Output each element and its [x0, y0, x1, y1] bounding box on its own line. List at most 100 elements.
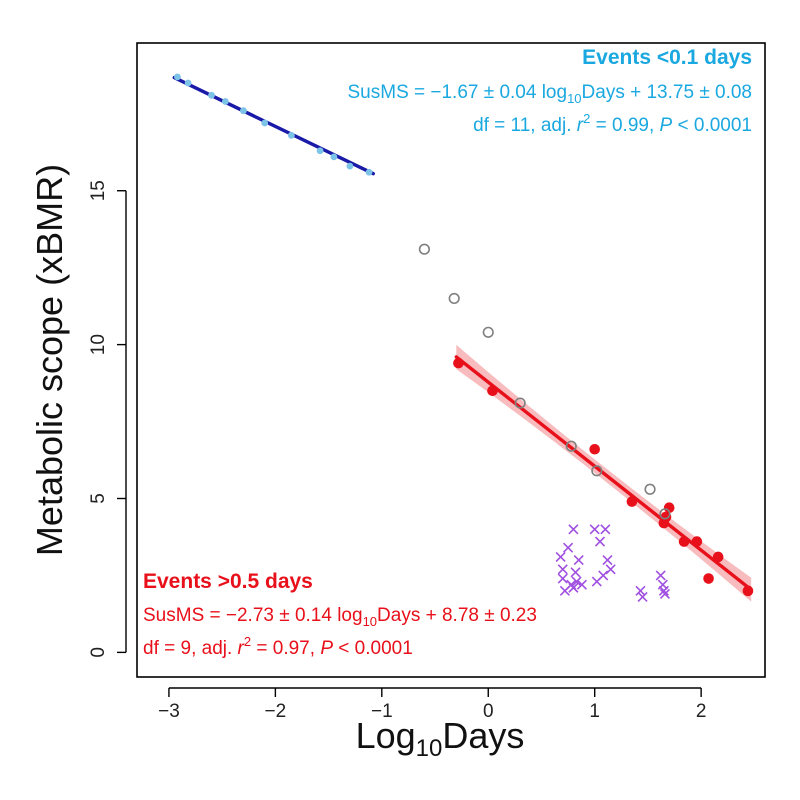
data-point [482, 326, 494, 338]
annotation-long-equation-b: Days + 8.78 ± 0.23 [377, 605, 537, 626]
data-point [703, 573, 714, 584]
data-point [589, 524, 600, 535]
x-axis-title: Log10Days [356, 715, 525, 762]
annotation-long-title: Events >0.5 days [143, 570, 313, 593]
data-point [600, 524, 611, 535]
data-point [208, 91, 215, 99]
data-point [568, 524, 579, 535]
annotation-short-equation: SusMS = −1.67 ± 0.04 log10Days + 13.75 ±… [348, 82, 753, 106]
data-point [655, 570, 666, 581]
data-point [418, 243, 430, 255]
annotation-short-stats-sup: 2 [583, 111, 590, 126]
data-point [568, 582, 579, 593]
annotation-long-stats-r: r [238, 638, 245, 659]
data-point [742, 585, 754, 597]
annotation-short-stats-b: = 0.99, [590, 115, 659, 136]
annotation-long-stats-a: df = 9, adj. [143, 638, 238, 659]
data-point [221, 98, 229, 105]
data-point [240, 107, 247, 115]
data-point [637, 591, 648, 603]
data-point [691, 536, 703, 547]
annotation-short-events: Events <0.1 days SusMS = −1.67 ± 0.04 lo… [348, 46, 753, 136]
data-point [365, 168, 373, 176]
y-tick-label: 0 [88, 647, 109, 658]
data-point [571, 576, 582, 587]
annotation-short-stats-p: P [660, 115, 673, 136]
data-point [261, 119, 269, 127]
data-point [487, 385, 498, 397]
data-point [659, 588, 671, 599]
data-point [678, 536, 690, 547]
annotation-short-stats: df = 11, adj. r2 = 0.99, P < 0.0001 [473, 111, 752, 136]
data-point [557, 564, 568, 575]
data-point [287, 131, 295, 139]
data-point [660, 511, 672, 523]
data-point [712, 551, 724, 563]
annotation-long-equation-sub: 10 [363, 614, 377, 629]
x-tick-label: 1 [589, 701, 600, 722]
annotation-long-equation-a: SusMS = −2.73 ± 0.14 log [143, 605, 363, 626]
data-point [605, 564, 616, 575]
data-point [589, 443, 600, 455]
annotation-long-stats: df = 9, adj. r2 = 0.97, P < 0.0001 [143, 634, 413, 659]
x-tick-label: 2 [696, 701, 707, 722]
data-point [563, 542, 574, 553]
plot-frame [136, 42, 766, 678]
data-point [659, 508, 671, 520]
x-axis-title-prefix: Log [356, 715, 416, 756]
annotation-short-stats-c: < 0.0001 [672, 115, 752, 136]
x-axis-title-subscript: 10 [416, 735, 443, 762]
data-point [557, 573, 568, 584]
y-tick-label: 15 [88, 180, 109, 201]
data-point [576, 579, 587, 590]
data-point [591, 465, 603, 477]
y-tick-label: 5 [88, 493, 109, 504]
x-axis-title-suffix: Days [442, 715, 524, 756]
data-point [330, 153, 338, 161]
annotation-short-equation-a: SusMS = −1.67 ± 0.04 log [348, 82, 568, 103]
annotation-long-stats-p: P [320, 638, 333, 659]
annotation-long-stats-c: < 0.0001 [333, 638, 413, 659]
data-point [453, 357, 464, 369]
x-tick-label: −3 [158, 701, 180, 722]
data-point [346, 162, 354, 170]
data-point [594, 536, 606, 547]
data-point [559, 585, 570, 596]
data-point [591, 576, 602, 587]
data-point [644, 483, 656, 495]
annotation-long-events: Events >0.5 days SusMS = −2.73 ± 0.14 lo… [143, 570, 537, 659]
fit-line [454, 355, 753, 592]
fit-line-layer [172, 75, 753, 592]
axis-layer: −3 −2 −1 0 1 2 0 5 10 15 [88, 180, 706, 722]
data-point [635, 585, 646, 596]
x-tick-label: −2 [265, 701, 287, 722]
y-tick-label: 10 [88, 334, 109, 355]
annotation-short-equation-b: Days + 13.75 ± 0.08 [582, 82, 752, 103]
y-axis-title: Metabolic scope (xBMR) [29, 164, 70, 556]
annotation-long-equation: SusMS = −2.73 ± 0.14 log10Days + 8.78 ± … [143, 605, 537, 629]
data-point [663, 502, 675, 514]
annotation-short-title: Events <0.1 days [582, 46, 752, 69]
data-point [448, 292, 460, 305]
data-point [570, 567, 581, 578]
x-tick-label: 0 [483, 701, 494, 722]
data-point [316, 147, 324, 155]
data-point [573, 554, 584, 566]
annotation-short-stats-r: r [577, 115, 584, 136]
data-point [184, 79, 192, 87]
fit-line [172, 75, 375, 176]
data-point [555, 551, 566, 563]
annotation-short-equation-sub: 10 [567, 91, 581, 106]
data-point [626, 496, 638, 507]
annotation-short-stats-a: df = 11, adj. [473, 115, 577, 136]
annotation-long-stats-sup: 2 [244, 634, 251, 649]
data-point [174, 73, 181, 81]
annotation-long-stats-b: = 0.97, [251, 638, 320, 659]
x-tick-label: −1 [371, 701, 393, 722]
data-point [602, 554, 613, 566]
point-layer [174, 73, 754, 603]
data-point [565, 440, 577, 452]
data-point [658, 585, 669, 596]
data-point [514, 397, 526, 409]
